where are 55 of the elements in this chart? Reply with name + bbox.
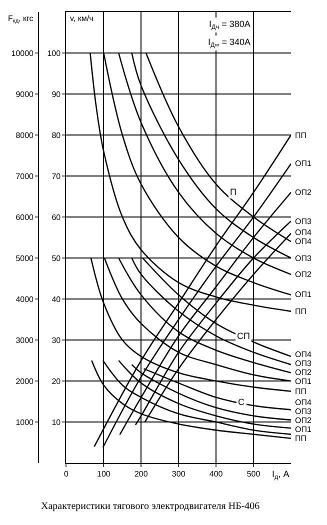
series-label: ОП3	[295, 254, 312, 263]
y-tick-label: 9000	[16, 90, 34, 99]
x-tick-label: 100	[96, 470, 111, 479]
y2-tick-label: 80	[52, 130, 62, 140]
series-label: ОП4	[295, 228, 312, 237]
series-label: ПП	[295, 387, 307, 396]
y2-tick-label: 30	[52, 336, 62, 345]
series-label: ПП	[295, 434, 307, 443]
annotation: I$_{Д∞}$ = 340А	[208, 37, 251, 49]
annotation: СП	[237, 331, 250, 341]
y2-tick-label: 10	[52, 418, 62, 427]
series-label: ПП	[295, 131, 307, 140]
x-axis-title: I$_{д}$, А	[272, 469, 290, 481]
series-label: ОП3	[295, 217, 312, 226]
series-label: ОП2	[295, 368, 312, 377]
y-tick-label: 1000	[16, 418, 34, 427]
text: Характеристики тягового электродвигателя НБ-406	[41, 501, 260, 512]
series-label: ОП4	[295, 398, 312, 407]
y2-tick-label: 50	[52, 254, 62, 263]
y-axis-title: F$_{кд}$, кгс	[8, 14, 34, 25]
y2-tick-label: 40	[52, 294, 62, 304]
y2-tick-label: 20	[52, 376, 62, 386]
annotation: С	[238, 397, 245, 407]
y-tick-label: 6000	[16, 212, 34, 222]
x-tick-label: 400	[209, 470, 224, 479]
series-label: ОП2	[295, 270, 312, 279]
annotation: П	[230, 187, 236, 197]
series-label: ОП2	[295, 188, 312, 197]
x-tick-label: 500	[246, 470, 261, 479]
series-label: ОП1	[295, 425, 312, 434]
annotation: I$_{Дч}$ = 380А	[209, 19, 250, 31]
series-label: ОП1	[295, 159, 312, 168]
series-label: ПП	[295, 307, 307, 316]
series-label: ОП4	[295, 350, 312, 359]
y-tick-label: 2000	[16, 376, 34, 386]
x-tick-label: 300	[172, 470, 186, 479]
y2-tick-label: 90	[52, 90, 62, 99]
series-label: ОП2	[295, 416, 312, 425]
y2-tick-label: 60	[52, 212, 62, 222]
series-label: ОП1	[295, 377, 312, 386]
x-tick-label: 0	[64, 470, 69, 479]
series-label: ОП4	[295, 237, 312, 246]
series-label: ОП3	[295, 359, 312, 368]
y-tick-label: 7000	[16, 172, 34, 181]
y-tick-label: 4000	[16, 294, 34, 304]
y2-axis-title: v, км/ч	[70, 14, 94, 23]
y-tick-label: 3000	[16, 336, 34, 345]
y2-tick-label: 100	[47, 48, 62, 58]
x-tick-label: 200	[134, 470, 148, 479]
y-tick-label: 5000	[16, 254, 34, 263]
y-tick-label: 8000	[16, 130, 34, 140]
series-label: ОП3	[295, 407, 312, 416]
y-tick-label: 10000	[11, 48, 34, 58]
series-label: ОП1	[295, 290, 312, 299]
y2-tick-label: 70	[52, 172, 62, 181]
